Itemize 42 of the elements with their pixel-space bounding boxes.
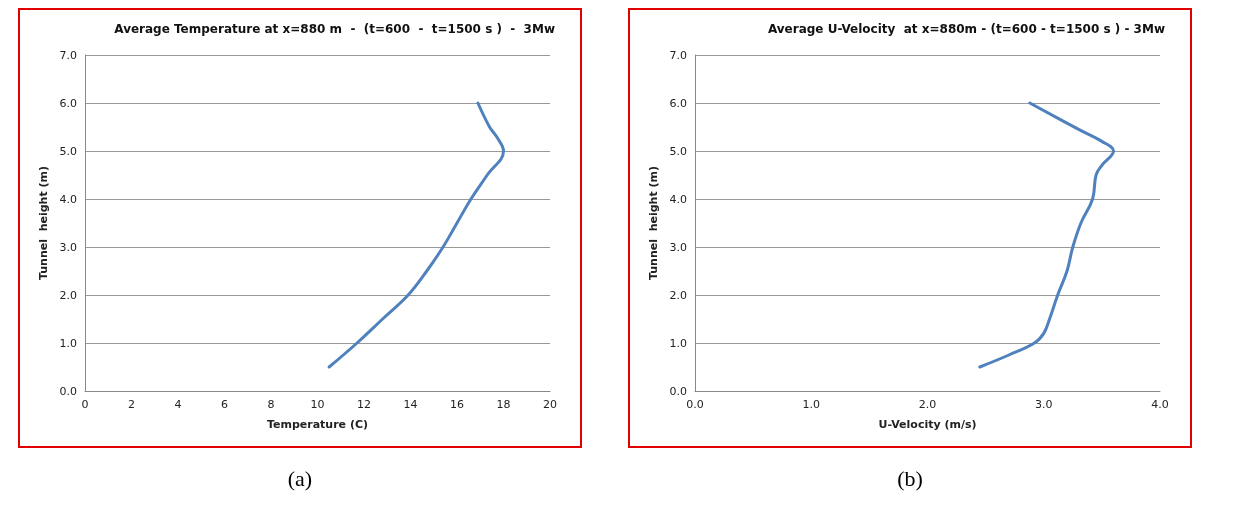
- line-series: [327, 101, 505, 369]
- x-tick-label: 0: [81, 398, 89, 411]
- x-tick-label: 4.0: [1151, 398, 1169, 411]
- y-tick-label: 0.0: [669, 384, 687, 398]
- y-tick-label: 3.0: [59, 240, 77, 254]
- x-tick-label: 2: [128, 398, 135, 411]
- y-tick-label: 6.0: [59, 96, 77, 110]
- text: (b): [896, 466, 924, 492]
- x-tick-label: 6: [221, 398, 228, 411]
- x-tick-label: 20: [543, 398, 557, 411]
- y-tick-label: 2.0: [669, 288, 687, 302]
- x-tick-label: 1.0: [802, 398, 820, 411]
- x-tick-label: 10: [310, 398, 325, 411]
- y-tick-label: 5.0: [59, 144, 77, 158]
- x-tick-label: 8: [267, 398, 275, 411]
- x-tick-label: 14: [403, 398, 418, 411]
- x-tick-label: 2.0: [918, 398, 937, 411]
- y-tick-label: 3.0: [669, 240, 687, 254]
- y-tick-label: 1.0: [59, 336, 77, 350]
- x-tick-label: 0.0: [686, 398, 704, 411]
- chart-title: Average U-Velocity at x=880m - (t=600 - t=1500 s ) - 3Mw: [767, 22, 1166, 36]
- y-tick-label: 7.0: [59, 48, 77, 62]
- y-tick-label: 1.0: [669, 336, 687, 350]
- y-axis-title: Tunnel height (m): [36, 165, 50, 281]
- y-tick-label: 4.0: [669, 192, 687, 206]
- x-tick-label: 18: [496, 398, 511, 411]
- x-tick-label: 12: [357, 398, 371, 411]
- y-tick-label: 2.0: [59, 288, 77, 302]
- x-axis-title: Temperature (C): [266, 418, 369, 431]
- y-axis-title: Tunnel height (m): [646, 165, 660, 281]
- y-tick-label: 0.0: [59, 384, 77, 398]
- y-tick-label: 7.0: [669, 48, 687, 62]
- y-tick-label: 6.0: [669, 96, 687, 110]
- text: (a): [286, 466, 314, 492]
- chart-title: Average Temperature at x=880 m - (t=600 - t=1500 s ) - 3Mw: [114, 22, 555, 36]
- line-series: [978, 101, 1115, 369]
- x-tick-label: 4: [174, 398, 182, 411]
- y-tick-label: 5.0: [669, 144, 687, 158]
- x-tick-label: 3.0: [1035, 398, 1053, 411]
- y-tick-label: 4.0: [59, 192, 77, 206]
- x-axis-title: U-Velocity (m/s): [878, 418, 977, 431]
- x-tick-label: 16: [450, 398, 464, 411]
